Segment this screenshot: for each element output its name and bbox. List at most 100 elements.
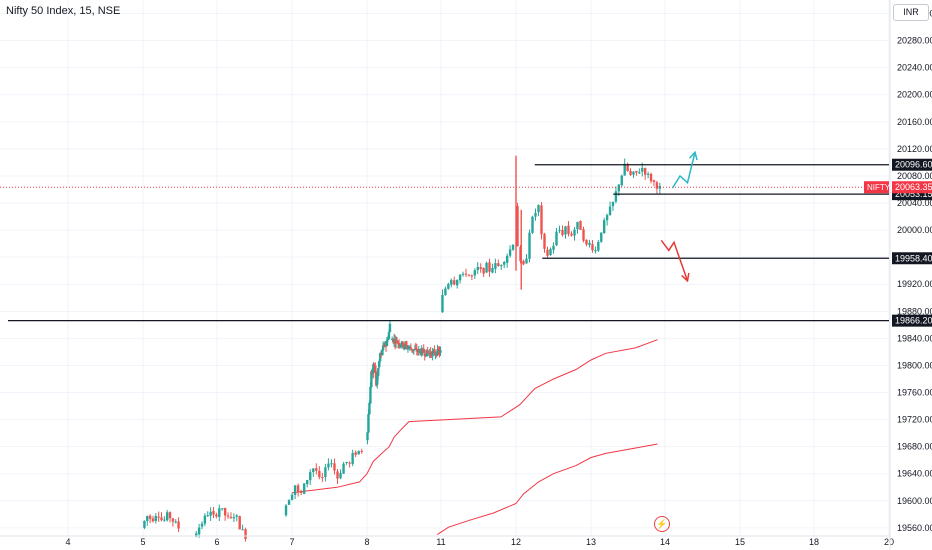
candle-body xyxy=(302,483,306,494)
candle-body xyxy=(378,353,382,362)
candle-body xyxy=(437,349,440,351)
candle-body xyxy=(528,232,531,259)
candle-body xyxy=(408,346,412,348)
y-tick-label: 20240.00 xyxy=(897,63,932,73)
candle-body xyxy=(215,514,218,517)
candle-body xyxy=(368,402,371,415)
candle-body xyxy=(540,205,543,235)
candle-body xyxy=(413,348,417,350)
candle-body xyxy=(154,515,158,521)
candle-body xyxy=(500,265,503,267)
x-tick-label: 7 xyxy=(289,537,294,547)
candle-body xyxy=(426,350,429,353)
candle-body xyxy=(429,351,432,355)
x-tick-label: 5 xyxy=(140,537,145,547)
candle-body xyxy=(354,452,357,455)
candle-body xyxy=(537,204,540,213)
candle-body xyxy=(336,471,339,479)
horizontal-levels[interactable] xyxy=(0,164,889,322)
candle-body xyxy=(488,262,491,272)
y-tick-label: 19720.00 xyxy=(897,415,932,425)
candle-body xyxy=(357,450,360,455)
candle-body xyxy=(420,348,423,356)
candle-body xyxy=(209,511,212,516)
y-tick-label: 20280.00 xyxy=(897,36,932,46)
y-tick-label: 20000.00 xyxy=(897,225,932,235)
candle-body xyxy=(221,508,224,510)
candle-body xyxy=(318,470,321,478)
currency-button[interactable]: INR xyxy=(893,4,929,21)
candle-body xyxy=(299,491,303,493)
price-level-badge xyxy=(892,158,932,171)
candle-body xyxy=(646,173,650,175)
candle-body xyxy=(385,339,389,346)
candle-body xyxy=(306,480,309,485)
candle-body xyxy=(200,523,204,527)
candle-body xyxy=(348,462,351,464)
candle-body xyxy=(638,172,641,174)
candle-body xyxy=(629,170,632,175)
candle-body xyxy=(582,229,585,241)
candle-body xyxy=(658,185,662,189)
candle-body xyxy=(605,215,609,221)
candle-body xyxy=(643,168,647,175)
candle-body xyxy=(405,345,409,349)
price-level-badge xyxy=(892,252,932,265)
candle-body xyxy=(531,216,534,233)
candle-body xyxy=(351,453,354,465)
candle-body xyxy=(309,472,312,481)
candle-body xyxy=(330,463,333,465)
candle-body xyxy=(617,184,621,192)
candle-body xyxy=(567,225,570,235)
candle-body xyxy=(476,266,479,271)
candle-body xyxy=(163,519,166,521)
candle-body xyxy=(232,517,236,519)
candle-body xyxy=(655,182,659,189)
chart-title: Nifty 50 Index, 15, NSE xyxy=(6,5,121,17)
candle-body xyxy=(293,485,297,495)
candle-body xyxy=(564,226,567,235)
candle-body xyxy=(157,516,160,518)
candle-body xyxy=(453,280,456,285)
x-tick-label: 15 xyxy=(735,537,745,547)
candle-body xyxy=(403,343,407,347)
candle-body xyxy=(552,245,555,250)
y-axis[interactable]: 20320.0020280.0020240.0020200.0020160.00… xyxy=(864,0,932,550)
candle-body xyxy=(333,463,336,471)
candle-body xyxy=(594,250,597,252)
candle-body xyxy=(409,347,413,349)
candle-body xyxy=(450,279,453,285)
candle-body xyxy=(177,521,180,529)
candle-body xyxy=(534,212,537,217)
candle-body xyxy=(436,348,439,356)
candle-body xyxy=(241,529,244,531)
candle-body xyxy=(206,515,209,517)
lightning-icon[interactable]: ⚡ xyxy=(654,516,670,532)
moving-average-line xyxy=(437,443,658,536)
candle-body xyxy=(467,274,471,276)
candle-body xyxy=(611,201,615,207)
candle-body xyxy=(525,258,528,264)
candle-body xyxy=(143,520,146,528)
candle-body xyxy=(455,279,459,286)
candle-body xyxy=(380,349,384,355)
candle-body xyxy=(508,249,512,256)
candle-body xyxy=(503,262,506,265)
candle-body xyxy=(441,294,444,313)
candle-body xyxy=(626,163,629,171)
price-level-badge xyxy=(892,314,932,327)
candle-body xyxy=(370,371,373,387)
chart-grid xyxy=(0,0,890,536)
candle-body xyxy=(410,348,414,351)
candle-body xyxy=(600,232,603,242)
candle-body xyxy=(290,494,294,500)
candle-body xyxy=(374,365,377,373)
candle-body xyxy=(522,260,525,265)
candle-body xyxy=(165,512,169,521)
candle-body xyxy=(401,342,405,348)
candle-body xyxy=(407,347,411,349)
candle-body xyxy=(376,375,379,385)
candle-body xyxy=(397,342,401,346)
candle-body xyxy=(287,500,291,505)
